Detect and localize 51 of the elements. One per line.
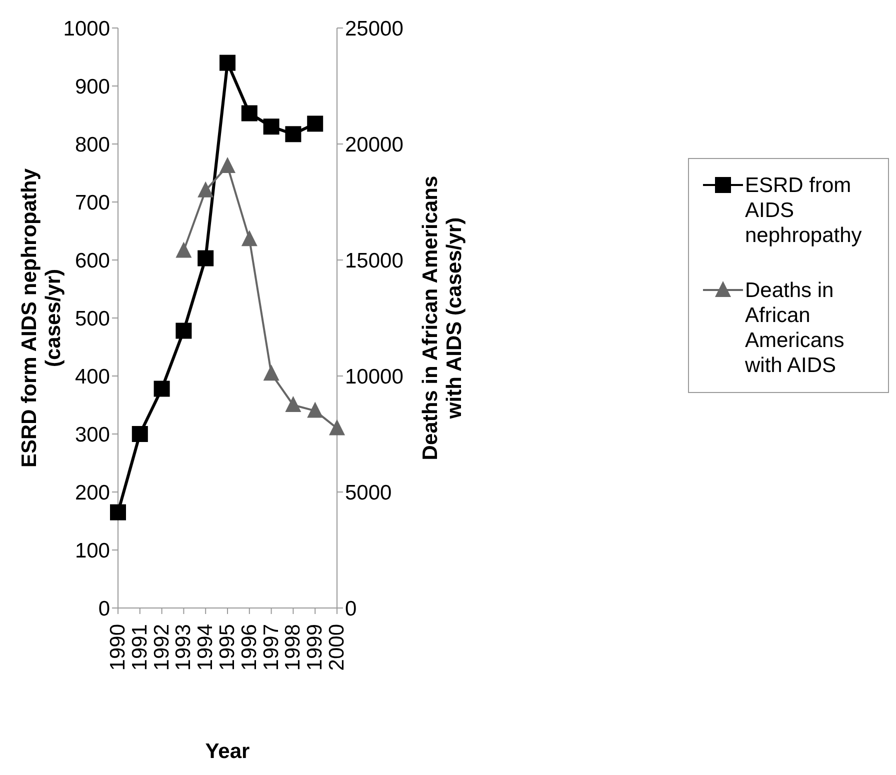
x-tick-label: 1998 bbox=[282, 624, 305, 671]
x-tick-label: 1992 bbox=[150, 624, 174, 671]
point bbox=[110, 504, 126, 520]
point bbox=[198, 181, 214, 198]
x-tick-label: 1999 bbox=[304, 624, 327, 671]
y2-tick-label: 5000 bbox=[345, 481, 392, 504]
y-tick-label: 1000 bbox=[63, 17, 110, 40]
y-tick-label: 600 bbox=[74, 249, 110, 272]
point bbox=[220, 157, 236, 174]
x-tick-label: 1995 bbox=[216, 624, 239, 671]
y2-tick-label: 15000 bbox=[345, 249, 404, 272]
x-axis-title: Year bbox=[205, 740, 250, 763]
point bbox=[307, 402, 324, 418]
point bbox=[285, 396, 302, 412]
y2-tick-label: 0 bbox=[345, 597, 357, 620]
y2-tick-label: 25000 bbox=[345, 17, 404, 40]
y-tick-label: 800 bbox=[74, 133, 110, 156]
point bbox=[132, 426, 148, 442]
point bbox=[285, 126, 302, 142]
x-tick-label: 1991 bbox=[128, 624, 152, 671]
x-tick-label: 1997 bbox=[260, 624, 283, 671]
y-tick-label: 200 bbox=[74, 481, 110, 504]
y-tick-label: 300 bbox=[74, 423, 110, 446]
point bbox=[263, 118, 280, 135]
y-tick-label: 900 bbox=[74, 75, 110, 98]
x-tick-label: 1994 bbox=[194, 624, 218, 671]
point bbox=[176, 322, 192, 339]
point bbox=[154, 380, 170, 397]
x-tick-label: 1993 bbox=[172, 624, 196, 671]
point bbox=[176, 242, 192, 258]
y-axis-title: ESRD form AIDS nephropathy (cases/yr) bbox=[18, 168, 65, 468]
point bbox=[263, 364, 280, 381]
legend-label: ESRD from AIDS nephropathy bbox=[745, 173, 863, 248]
x-tick-label: 2000 bbox=[326, 624, 348, 671]
point bbox=[241, 105, 258, 122]
x-tick-label: 1990 bbox=[106, 624, 130, 671]
y-tick-label: 100 bbox=[74, 539, 110, 562]
point bbox=[220, 54, 236, 71]
y-tick-label: 500 bbox=[74, 307, 110, 330]
y-tick-label: 400 bbox=[74, 365, 110, 388]
y2-axis-title: Deaths in African Americans with AIDS (cases/yr) bbox=[419, 176, 466, 460]
y2-tick-label: 20000 bbox=[345, 133, 404, 156]
point bbox=[241, 230, 258, 246]
legend-label: Deaths in African Americans with AIDS bbox=[745, 278, 846, 378]
point bbox=[307, 116, 324, 132]
x-tick-label: 1996 bbox=[238, 624, 261, 671]
point bbox=[198, 250, 214, 266]
y2-tick-label: 10000 bbox=[345, 365, 404, 388]
y-tick-label: 700 bbox=[74, 191, 110, 214]
point bbox=[329, 419, 345, 436]
y-tick-label: 0 bbox=[98, 597, 110, 620]
